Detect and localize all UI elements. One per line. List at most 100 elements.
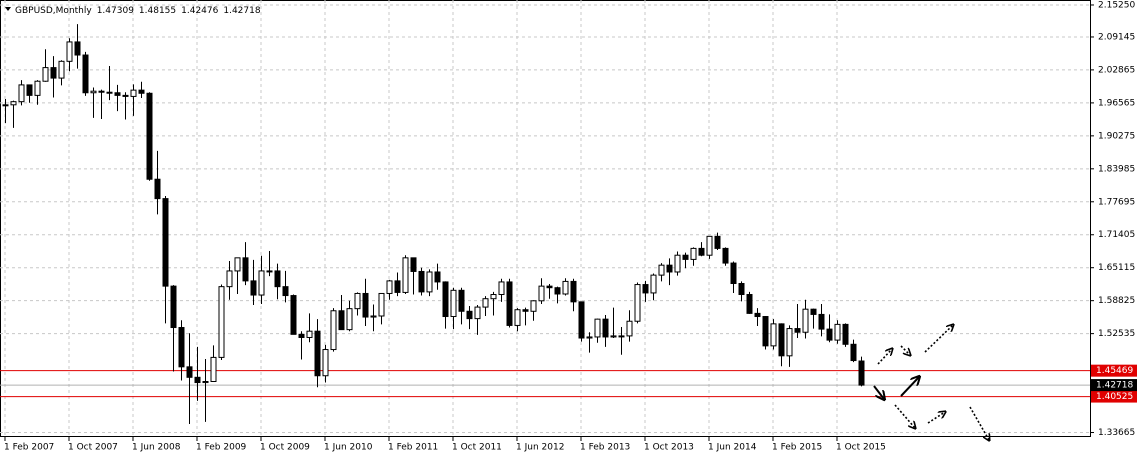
candle-body	[290, 295, 297, 335]
candle-body	[106, 91, 113, 94]
y-tick-label: 2.02865	[1098, 65, 1135, 75]
y-tick-label: 1.52535	[1098, 329, 1135, 339]
y-tick-label: 1.33665	[1098, 428, 1135, 438]
y-tick-label: 2.09145	[1098, 32, 1135, 42]
candle-body	[50, 67, 57, 79]
candle-body	[578, 301, 585, 339]
symbol: GBPUSD,Monthly	[15, 6, 92, 16]
candle-body	[394, 280, 401, 293]
candle-body	[162, 198, 169, 287]
ohlc-value: 1.48155	[139, 6, 176, 16]
candle-body	[138, 89, 145, 94]
candle-body	[226, 270, 233, 288]
scenario-arrows	[873, 325, 989, 440]
candle-body	[450, 289, 457, 318]
candle-body	[234, 257, 241, 272]
y-tick-label: 1.65115	[1098, 263, 1135, 273]
arrow	[873, 385, 884, 399]
level-label: 1.45469	[1096, 366, 1133, 376]
candle-body	[210, 356, 217, 383]
candle-body	[274, 270, 281, 288]
candle-body	[770, 323, 777, 347]
candle-body	[82, 54, 89, 94]
candle-body	[594, 318, 601, 338]
candle-body	[650, 274, 657, 294]
candle-body	[674, 254, 681, 273]
candle-body	[498, 281, 505, 296]
candle-body	[730, 262, 737, 285]
candle-body	[170, 285, 177, 329]
y-tick-label: 1.71405	[1098, 230, 1135, 240]
candle-body	[442, 281, 449, 318]
x-tick-label: 1 Feb 2007	[4, 443, 54, 453]
x-tick-label: 1 Feb 2011	[388, 443, 438, 453]
candle-body	[178, 327, 185, 368]
candle-body	[530, 300, 537, 312]
candle-body	[282, 286, 289, 297]
candle-body	[682, 254, 689, 260]
y-tick-label: 1.96565	[1098, 98, 1135, 108]
title-icon	[5, 7, 11, 11]
level-label: 1.40525	[1096, 392, 1133, 402]
x-tick-label: 1 Jun 2010	[324, 443, 373, 453]
candle-body	[370, 315, 377, 318]
candle-body	[362, 292, 369, 318]
y-tick-label: 2.15250	[1098, 0, 1135, 10]
candle-body	[602, 318, 609, 338]
x-tick-label: 1 Jun 2012	[516, 443, 564, 453]
candle-body	[618, 335, 625, 338]
candle-body	[58, 60, 65, 79]
candle-body	[858, 360, 865, 386]
candle-body	[706, 235, 713, 256]
candle-body	[266, 270, 273, 273]
candle-body	[714, 235, 721, 249]
candle-body	[458, 289, 465, 312]
bid-label: 1.42718	[1096, 381, 1133, 391]
chart-title: GBPUSD,Monthly 1.47309 1.48155 1.42476 1.427…	[15, 6, 261, 16]
candle-body	[218, 286, 225, 358]
candle-body	[610, 335, 617, 338]
candle-body	[562, 280, 569, 295]
candles	[2, 24, 865, 424]
candle-body	[258, 270, 265, 296]
arrow	[927, 412, 945, 424]
candle-body	[10, 101, 17, 106]
candle-body	[586, 336, 593, 339]
labels: 2.15250 2.09145 2.02865 1.96565 1.90275 1.839…	[4, 0, 1137, 453]
candle-body	[794, 328, 801, 333]
arrow	[900, 377, 919, 397]
candle-body	[98, 90, 105, 93]
candle-body	[74, 41, 81, 56]
ohlc-value: 1.47309	[97, 6, 134, 16]
candle-body	[834, 323, 841, 341]
candle-body	[306, 330, 313, 338]
candle-body	[754, 312, 761, 318]
candle-body	[666, 264, 673, 273]
candle-body	[146, 92, 153, 180]
candle-body	[554, 287, 561, 295]
candle-body	[522, 309, 529, 312]
candle-body	[186, 366, 193, 378]
candle-body	[386, 280, 393, 294]
candle-body	[474, 306, 481, 320]
candle-body	[338, 310, 345, 331]
candle-body	[658, 264, 665, 276]
bid-label-bg	[1091, 379, 1137, 392]
candle-body	[90, 90, 97, 94]
candle-body	[722, 247, 729, 264]
candle-body	[202, 381, 209, 384]
candle-body	[842, 323, 849, 345]
candle-body	[18, 84, 25, 103]
candle-body	[802, 308, 809, 333]
candle-body	[418, 270, 425, 293]
candle-body	[786, 328, 793, 357]
candle-body	[434, 271, 441, 283]
candle-body	[490, 294, 497, 300]
level-label-bg	[1091, 364, 1137, 377]
ohlc-value: 1.42718	[223, 6, 260, 16]
x-tick-label: 1 Oct 2013	[644, 443, 694, 453]
candle-body	[354, 292, 361, 310]
x-tick-label: 1 Feb 2009	[196, 443, 247, 453]
candle-body	[66, 41, 73, 62]
candle-body	[410, 257, 417, 272]
